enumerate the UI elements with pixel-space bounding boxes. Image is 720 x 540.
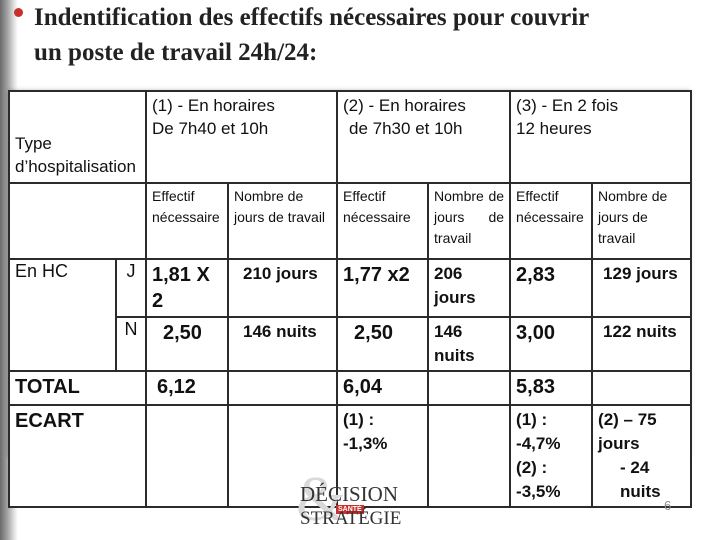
header-type-line1: Type (15, 134, 52, 153)
header-col3-line2: 12 heures (516, 119, 592, 138)
header-type-line2: d’hospitalisation (15, 157, 136, 176)
table-row-total: TOTAL 6,12 6,04 5,83 (8, 370, 693, 406)
row-total-col1: 6,12 (145, 370, 229, 406)
row-j-col3-jours: 129 jours (591, 258, 693, 318)
logo-line1: DÉCISION (300, 482, 398, 506)
header-col1-line1: (1) - En horaires (152, 96, 275, 115)
staffing-table-container: Type d’hospitalisation (1) - En horaires… (8, 90, 693, 508)
header-col3-cell: (3) - En 2 fois 12 heures (509, 90, 693, 184)
slide-title-line1: Indentification des effectifs nécessaire… (34, 4, 590, 31)
table-row-j: En HC J 1,81 X 2 210 jours 1,77 x2 206 j… (8, 258, 693, 372)
row-total-col2: 6,04 (336, 370, 430, 406)
row-ecart-col3b-line1: (2) – 75 jours (598, 410, 657, 453)
row-ecart-col2b-empty (427, 404, 512, 508)
row-ecart-col3b: (2) – 75 jours - 24 nuits (591, 404, 693, 508)
staffing-table: Type d’hospitalisation (1) - En horaires… (8, 90, 693, 508)
row-total-col1-empty (226, 370, 339, 406)
subheader-col3-effectif: Effectif nécessaire (509, 182, 594, 260)
subheader-empty-cell (8, 182, 147, 260)
header-col2-line1: (2) - En horaires (343, 96, 466, 115)
slide-title: Indentification des effectifs nécessaire… (34, 0, 704, 70)
row-j-col3-effectif: 2,83 (509, 258, 594, 318)
subheader-col2-effectif: Effectif nécessaire (336, 182, 430, 260)
row-n-label: N (115, 316, 147, 372)
header-col1-line2: De 7h40 et 10h (152, 119, 269, 138)
row-j-col2-jours: 206 jours (427, 258, 512, 318)
slide-title-line2: un poste de travail 24h/24: (34, 39, 318, 66)
row-n-col2-jours: 146 nuits (427, 316, 512, 372)
row-n-col1-effectif: 2,50 (145, 316, 229, 372)
subheader-row: Effectif nécessaire Nombre de jours de t… (8, 182, 693, 260)
row-ecart-col3b-line2: - 24 nuits (620, 458, 661, 501)
row-ecart-col2: (1) : -1,3% (336, 404, 430, 508)
logo-ampersand-icon: & (296, 463, 346, 534)
decision-strategie-logo: & DÉCISION SANTÉ STRATÉGIE (290, 464, 410, 534)
row-total-col3-empty (591, 370, 693, 406)
row-ecart-col3: (1) : -4,7% (2) : -3,5% (509, 404, 594, 508)
subheader-col1-effectif: Effectif nécessaire (145, 182, 229, 260)
row-n-col3-jours: 122 nuits (591, 316, 693, 372)
logo-line2: STRATÉGIE (300, 508, 402, 529)
page-number: 6 (664, 498, 672, 513)
subheader-col3-jours: Nombre de jours de travail (591, 182, 693, 260)
header-col3-line1: (3) - En 2 fois (516, 96, 619, 115)
row-label-en-hc: En HC (8, 258, 117, 372)
row-j-col1-effectif: 1,81 X 2 (145, 258, 229, 318)
row-j-col1-jours: 210 jours (226, 258, 339, 318)
subheader-col1-jours: Nombre de jours de travail (226, 182, 339, 260)
row-total-label: TOTAL (8, 370, 147, 406)
row-ecart-col3-line2: (2) : -3,5% (516, 458, 561, 501)
row-ecart-col1b-empty (226, 404, 339, 508)
header-col1-cell: (1) - En horaires De 7h40 et 10h (144, 90, 339, 184)
row-total-col3: 5,83 (509, 370, 594, 406)
header-col2-cell: (2) - En horaires de 7h30 et 10h (336, 90, 512, 184)
row-ecart-label: ECART (8, 404, 147, 508)
header-col2-line2: de 7h30 et 10h (349, 119, 463, 138)
row-n-col1-jours: 146 nuits (226, 316, 339, 372)
table-row-ecart: ECART (1) : -1,3% (1) : -4,7% (2) : -3,5… (8, 404, 693, 508)
row-ecart-col1-empty (145, 404, 229, 508)
row-total-col2-empty (427, 370, 512, 406)
row-n-col3-effectif: 3,00 (509, 316, 594, 372)
bullet-icon (14, 8, 23, 17)
table-row-n: N 2,50 146 nuits 2,50 146 nuits 3,00 122… (9, 316, 693, 372)
row-j-col2-effectif: 1,77 x2 (336, 258, 430, 318)
logo-badge: SANTÉ (336, 505, 364, 514)
header-type-cell: Type d’hospitalisation (8, 90, 147, 184)
row-j-label: J (115, 258, 147, 318)
row-n-col2-effectif: 2,50 (336, 316, 430, 372)
subheader-col2-jours: Nombre de jours de travail (427, 182, 512, 260)
header-row: Type d’hospitalisation (1) - En horaires… (8, 90, 693, 184)
row-ecart-col3-line1: (1) : -4,7% (516, 410, 561, 453)
